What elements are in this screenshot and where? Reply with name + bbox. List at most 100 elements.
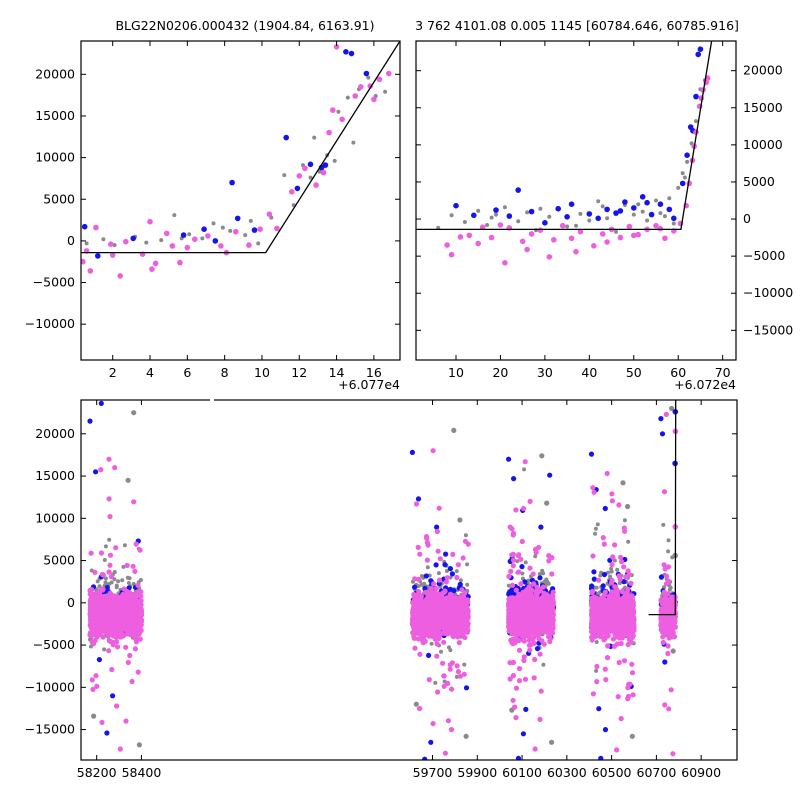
pink-point [95,633,100,638]
gray-point [565,225,569,229]
blue-point [453,203,459,209]
blue-point [323,162,329,168]
pink-point [430,634,435,639]
pink-point [438,631,443,636]
outlier-point [464,734,469,739]
pink-point [95,615,100,620]
pink-point [416,545,421,550]
blue-point [450,571,455,576]
blue-point [443,552,448,557]
gray-point [243,233,247,237]
outlier-point [614,747,619,752]
pink-point [569,236,575,242]
gray-point [601,204,605,208]
pink-point [107,569,112,574]
x-tick-label: 50 [626,365,642,380]
x-offset-label: +6.072e4 [674,377,736,392]
pink-point [437,578,442,583]
plot-area [416,41,712,266]
pink-point [573,249,579,255]
blue-point [97,657,102,662]
pink-point [456,669,461,674]
pink-point [458,599,463,604]
outlier-point [630,734,635,739]
outlier-point [511,476,516,481]
pink-point [435,689,440,694]
x-tick-label: 12 [291,365,307,380]
blue-point [693,94,699,100]
blue-point [640,194,646,200]
pink-point [591,243,597,249]
pink-point [465,619,470,624]
pink-point [449,594,454,599]
pink-point [113,545,118,550]
blue-point [213,238,219,244]
outlier-point [605,471,610,476]
pink-point [107,514,112,519]
blue-point [82,224,88,230]
blue-point [523,707,528,712]
outlier-point [99,401,104,406]
outlier-point [665,651,670,656]
blue-point [569,201,575,207]
gray-point [450,213,454,217]
gray-point [595,640,599,644]
blue-point [364,71,370,77]
pink-point [121,604,126,609]
pink-point [414,631,419,636]
blue-point [95,253,101,259]
pink-point [192,236,198,242]
pink-point [131,499,136,504]
model-curve [416,41,712,229]
pink-point [118,597,123,602]
blue-point [235,216,241,222]
gray-point [459,578,463,582]
pink-point [115,644,120,649]
outlier-point [658,416,663,421]
outlier-point [410,450,415,455]
outlier-point [106,457,111,462]
pink-point [433,611,438,616]
x-tick-label: 6 [183,365,191,380]
blue-point [201,226,207,232]
gray-point [610,570,614,574]
pink-point [456,633,461,638]
pink-point [205,233,211,239]
pink-point [92,625,97,630]
y-tick-label: 15000 [743,100,783,115]
blue-point [283,135,289,141]
pink-point [90,617,95,622]
pink-point [448,631,453,636]
gray-point [351,141,355,145]
blue-point [343,49,349,55]
gray-point [159,238,163,242]
pink-point [92,570,97,575]
pink-point [627,224,633,230]
pink-point [274,226,280,232]
gray-point [623,518,627,522]
gray-point [346,96,350,100]
pink-point [412,636,417,641]
pink-point [498,222,504,228]
gray-point [681,171,685,175]
pink-point [458,234,464,240]
pink-point [91,605,96,610]
outlier-point [112,465,117,470]
blue-point [229,180,235,186]
pink-point [516,569,521,574]
blue-point [349,51,355,57]
pink-point [440,591,445,596]
gray-point [437,571,441,575]
pink-point [462,672,467,677]
pink-point [108,241,114,247]
blue-point [659,575,664,580]
blue-point [515,187,521,193]
pink-point [386,71,392,77]
gray-point [596,199,600,203]
gray-point [641,210,645,214]
pink-point [90,612,95,617]
gray-point [522,467,526,471]
pink-point [127,653,132,658]
gray-point [476,209,480,213]
